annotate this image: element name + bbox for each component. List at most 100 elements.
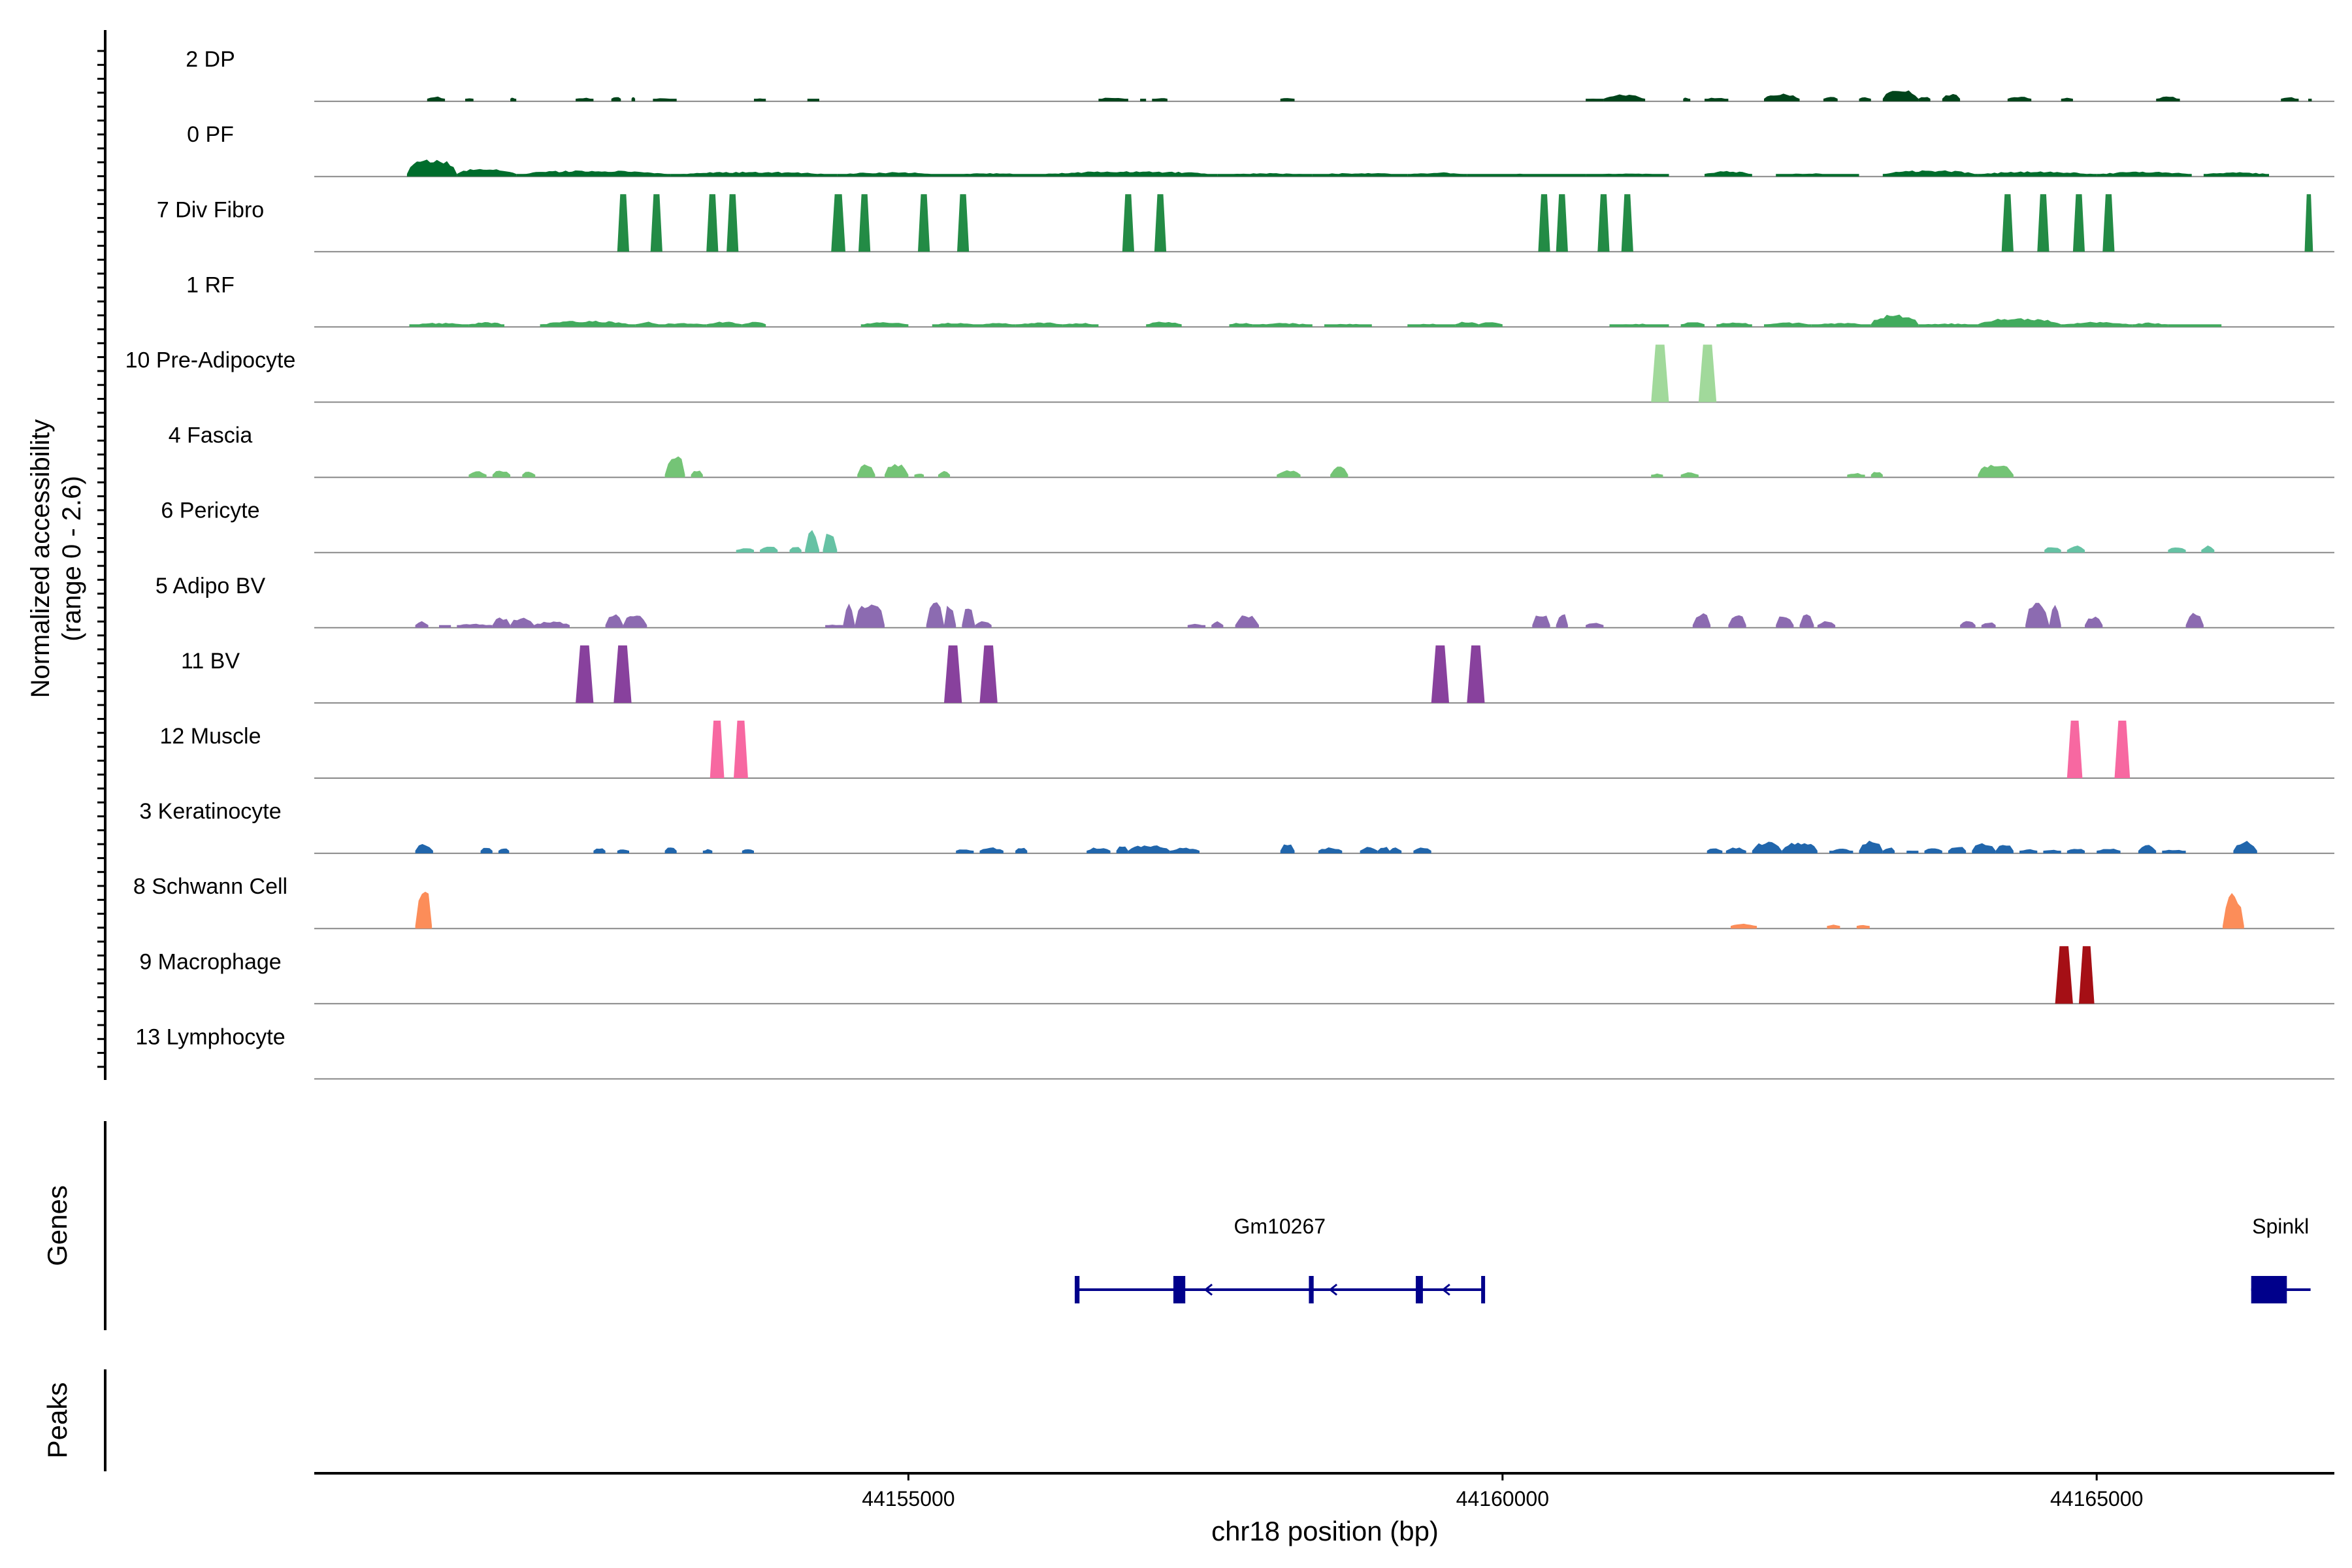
- coverage-segment: [1407, 323, 1456, 327]
- coverage-segment: [2025, 602, 2050, 628]
- coverage-segment: [1859, 97, 1871, 102]
- coverage-segment: [480, 847, 493, 854]
- coverage-segment: [1586, 99, 1604, 102]
- coverage-segment: [1467, 645, 1485, 703]
- track-label: 9 Macrophage: [139, 949, 281, 974]
- coverage-segment: [2168, 547, 2186, 553]
- coverage-segment: [1603, 94, 1646, 102]
- coverage-segment: [1705, 171, 1752, 177]
- coverage-segment: [742, 321, 766, 327]
- coverage-segment: [540, 320, 636, 327]
- coverage-segment: [1146, 321, 1182, 327]
- track-5: 10 Pre-Adipocyte: [125, 344, 2334, 403]
- coverage-segment: [979, 645, 998, 703]
- coverage-segment: [1330, 466, 1348, 478]
- coverage-segment: [2044, 547, 2061, 553]
- coverage-segment: [1312, 172, 1408, 177]
- coverage-y-ticks: [97, 50, 105, 1068]
- coverage-segment: [650, 194, 662, 252]
- coverage-segment: [1407, 172, 1467, 177]
- coverage-segment: [510, 97, 517, 102]
- coverage-segment: [1776, 173, 1859, 177]
- gene-exon: [1309, 1276, 1314, 1303]
- coverage-segment: [1556, 194, 1568, 252]
- coverage-segment: [1377, 847, 1390, 854]
- coverage-segment: [1960, 621, 1976, 628]
- coverage-segment: [1776, 616, 1794, 628]
- coverage-segment: [932, 323, 980, 327]
- coverage-segment: [1856, 924, 1870, 929]
- coverage-segment: [2304, 194, 2313, 252]
- coverage-segment: [1918, 97, 1931, 102]
- coverage-segment: [2132, 322, 2168, 327]
- coverage-segment: [1829, 849, 1854, 854]
- coverage-segment: [825, 625, 843, 628]
- coverage-segment: [664, 847, 677, 854]
- coverage-segment: [789, 547, 802, 553]
- gene-exon: [1173, 1276, 1186, 1303]
- coverage-segment: [706, 194, 719, 252]
- coverage-segment: [754, 98, 766, 102]
- coverage-segment: [2203, 172, 2269, 177]
- coverage-segment: [855, 604, 885, 628]
- coverage-segment: [1621, 194, 1633, 252]
- coverage-segment: [1924, 848, 1942, 854]
- coverage-segment: [1116, 846, 1128, 854]
- coverage-segment: [522, 472, 536, 478]
- coverage-segment: [1467, 173, 1586, 177]
- coverage-segment: [742, 849, 754, 854]
- coverage-segment: [734, 721, 748, 778]
- track-label: 13 Lymphocyte: [135, 1024, 285, 1049]
- coverage-segment: [944, 645, 962, 703]
- strand-arrow: [1441, 1283, 1450, 1296]
- track-label: 11 BV: [181, 649, 240, 674]
- coverage-segment: [1538, 194, 1550, 252]
- coverage-segment: [492, 470, 511, 478]
- coverage-segment: [2055, 946, 2073, 1004]
- coverage-segment: [857, 464, 875, 478]
- coverage-segment: [710, 721, 725, 778]
- coverage-segment: [760, 546, 778, 553]
- track-label: 0 PF: [187, 122, 234, 147]
- coverage-segment: [1556, 614, 1568, 628]
- coverage-segment: [691, 470, 703, 478]
- coverage-segment: [1948, 847, 1967, 854]
- gene-spinkl: Spinkl: [2251, 1215, 2311, 1303]
- coverage-segment: [593, 848, 606, 854]
- track-8: 5 Adipo BV: [155, 574, 2334, 629]
- coverage-segment: [1942, 93, 1961, 102]
- coverage-segment: [465, 98, 474, 102]
- coverage-segment: [1586, 623, 1604, 628]
- gene-name-label: Gm10267: [1234, 1215, 1326, 1238]
- coverage-segment: [1597, 194, 1610, 252]
- coverage-segment: [1039, 171, 1218, 177]
- coverage-segment: [510, 617, 534, 628]
- coverage-segment: [2001, 194, 2014, 252]
- track-4: 1 RF: [186, 272, 2334, 328]
- gene-annotations: Gm10267 Spinkl: [1075, 1215, 2311, 1303]
- coverage-segment: [1680, 472, 1699, 478]
- x-tick-label: 44155000: [862, 1487, 955, 1511]
- coverage-segment: [1413, 847, 1431, 854]
- coverage-segment: [635, 321, 659, 327]
- coverage-segment: [860, 322, 909, 327]
- track-7: 6 Pericyte: [161, 498, 2334, 553]
- coverage-segment: [1683, 97, 1691, 102]
- coverage-segment: [2037, 194, 2050, 252]
- track-label: 1 RF: [186, 272, 235, 297]
- coverage-segment: [1870, 472, 1883, 478]
- coverage-segment: [1981, 622, 1996, 628]
- coverage-segment: [1235, 615, 1259, 628]
- coverage-segment: [979, 323, 1016, 327]
- coverage-segment: [1728, 615, 1746, 628]
- genes-panel-label: Genes: [42, 1185, 73, 1266]
- coverage-segment: [1764, 93, 1800, 102]
- coverage-segment: [706, 321, 742, 327]
- track-12: 8 Schwann Cell: [133, 874, 2334, 930]
- coverage-segment: [617, 849, 629, 854]
- coverage-segment: [1764, 322, 1812, 327]
- coverage-tracks: 2 DP 0 PF 7 Div Fibro 1 RF 10 Pre-Adipocyte 4…: [125, 47, 2334, 1080]
- coverage-segment: [2308, 99, 2312, 102]
- coverage-segment: [1086, 847, 1111, 854]
